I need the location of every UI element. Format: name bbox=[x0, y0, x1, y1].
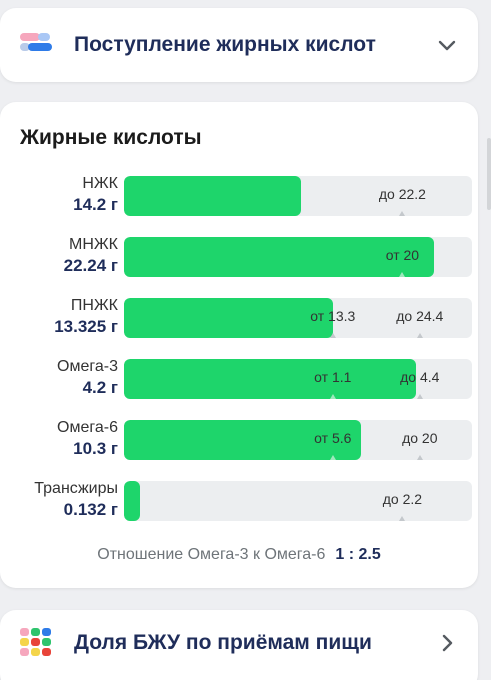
progress-track: от 20 bbox=[124, 237, 472, 277]
section-title: Жирные кислоты bbox=[20, 126, 202, 149]
progress-track: от 13.3 до 24.4 bbox=[124, 298, 472, 338]
nutrient-name: Омега-3 bbox=[57, 358, 118, 375]
norm-marker-label: до 4.4 bbox=[400, 369, 440, 385]
nutrient-amount: 14.2 г bbox=[73, 195, 118, 214]
fatty-acid-intake-panel[interactable]: Поступление жирных кислот bbox=[0, 8, 478, 82]
norm-marker-label: от 13.3 bbox=[310, 308, 356, 324]
norm-marker-tick bbox=[399, 211, 406, 216]
scrollbar[interactable] bbox=[487, 138, 491, 210]
nutrient-name: Омега-6 bbox=[57, 419, 118, 436]
nutrient-label: Омега-3 4.2 г bbox=[57, 357, 118, 398]
nutrient-row: НЖК 14.2 г до 22.2 bbox=[0, 174, 478, 218]
nutrient-name: Трансжиры bbox=[34, 480, 118, 497]
nutrient-amount: 10.3 г bbox=[73, 439, 118, 458]
norm-marker-label: до 24.4 bbox=[396, 308, 444, 324]
progress-track: от 5.6 до 20 bbox=[124, 420, 472, 460]
norm-marker-tick bbox=[416, 333, 423, 338]
nutrient-amount: 22.24 г bbox=[63, 256, 118, 275]
omega-ratio-value: 1 : 2.5 bbox=[335, 546, 381, 563]
nutrient-label: МНЖК 22.24 г bbox=[64, 235, 118, 276]
progress-track: до 22.2 bbox=[124, 176, 472, 216]
macro-share-by-meal-panel[interactable]: Доля БЖУ по приёмам пищи bbox=[0, 610, 478, 680]
norm-marker-tick bbox=[416, 394, 423, 399]
progress-fill bbox=[124, 298, 333, 338]
nutrient-row: Трансжиры 0.132 г до 2.2 bbox=[0, 479, 478, 523]
norm-marker-tick bbox=[329, 333, 336, 338]
nutrient-name: ПНЖК bbox=[70, 297, 118, 314]
nutrient-label: ПНЖК 13.325 г bbox=[54, 296, 118, 337]
nutrient-name: МНЖК bbox=[69, 236, 118, 253]
norm-marker-tick bbox=[416, 455, 423, 460]
progress-fill bbox=[124, 237, 434, 277]
chevron-right-icon[interactable] bbox=[436, 632, 458, 654]
omega-ratio: Отношение Омега-3 к Омега-6 1 : 2.5 bbox=[0, 546, 478, 564]
norm-marker-tick bbox=[329, 455, 336, 460]
progress-fill bbox=[124, 481, 140, 521]
progress-fill bbox=[124, 359, 417, 399]
omega-ratio-label: Отношение Омега-3 к Омега-6 bbox=[97, 546, 326, 563]
norm-marker-tick bbox=[399, 272, 406, 277]
meals-grid-icon bbox=[20, 628, 54, 658]
norm-marker-label: от 1.1 bbox=[314, 369, 352, 385]
norm-marker-tick bbox=[399, 516, 406, 521]
nutrient-label: Трансжиры 0.132 г bbox=[34, 479, 118, 520]
nutrient-row: Омега-6 10.3 г от 5.6 до 20 bbox=[0, 418, 478, 462]
progress-fill bbox=[124, 176, 302, 216]
nutrient-label: НЖК 14.2 г bbox=[73, 174, 118, 215]
macro-share-title: Доля БЖУ по приёмам пищи bbox=[74, 631, 372, 654]
norm-marker-label: до 2.2 bbox=[382, 491, 423, 507]
nutrient-amount: 0.132 г bbox=[63, 500, 118, 519]
progress-track: до 2.2 bbox=[124, 481, 472, 521]
nutrient-name: НЖК bbox=[82, 175, 118, 192]
chevron-down-icon[interactable] bbox=[436, 34, 458, 56]
nutrient-amount: 13.325 г bbox=[54, 317, 118, 336]
progress-track: от 1.1 до 4.4 bbox=[124, 359, 472, 399]
nutrient-amount: 4.2 г bbox=[82, 378, 118, 397]
nutrient-row: ПНЖК 13.325 г от 13.3 до 24.4 bbox=[0, 296, 478, 340]
fats-icon bbox=[20, 31, 54, 59]
nutrient-label: Омега-6 10.3 г bbox=[57, 418, 118, 459]
norm-marker-label: до 22.2 bbox=[378, 186, 426, 202]
fatty-acid-intake-title: Поступление жирных кислот bbox=[74, 33, 376, 56]
norm-marker-tick bbox=[329, 394, 336, 399]
nutrient-row: Омега-3 4.2 г от 1.1 до 4.4 bbox=[0, 357, 478, 401]
norm-marker-label: до 20 bbox=[402, 430, 438, 446]
norm-marker-label: от 20 bbox=[385, 247, 420, 263]
fatty-acids-card: Жирные кислоты НЖК 14.2 г до 22.2 МНЖК 22.24… bbox=[0, 102, 478, 588]
norm-marker-label: от 5.6 bbox=[314, 430, 352, 446]
nutrient-row: МНЖК 22.24 г от 20 bbox=[0, 235, 478, 279]
progress-fill bbox=[124, 420, 361, 460]
